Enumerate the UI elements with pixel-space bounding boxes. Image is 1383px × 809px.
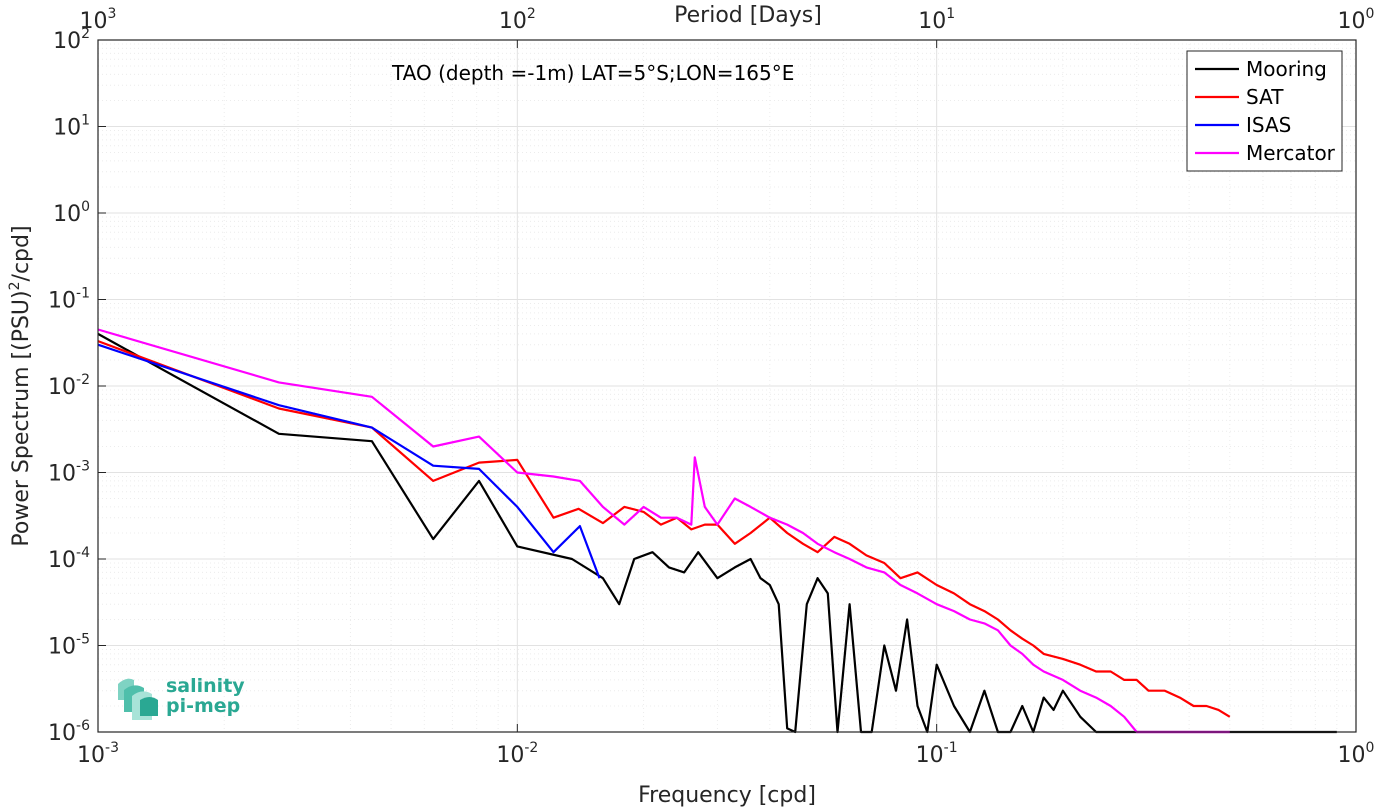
x-tick-label: 100 <box>1338 740 1375 768</box>
grid <box>97 40 1356 733</box>
y-tick-label: 10-5 <box>48 632 90 660</box>
y-tick-label: 102 <box>53 26 90 54</box>
legend-label-mercator: Mercator <box>1246 141 1336 165</box>
logo-text-line1: salinity <box>166 675 245 697</box>
y-axis-label: Power Spectrum [(PSU)2/cpd] <box>7 225 34 546</box>
top-tick-label: 102 <box>499 6 536 34</box>
series-line-isas <box>97 343 601 579</box>
legend-box <box>1186 50 1343 172</box>
legend: Mooring SAT ISAS Mercator <box>1186 50 1343 172</box>
y-tick-label: 10-3 <box>48 459 90 487</box>
x-tick-label: 10-1 <box>916 740 958 768</box>
y-tick-label: 10-6 <box>48 718 90 746</box>
y-axis-label-sup: 2 <box>7 281 23 290</box>
y-tick-label: 10-1 <box>48 286 90 314</box>
salinity-pimep-logo: salinity pi-mep <box>118 675 245 720</box>
logo-text-line2: pi-mep <box>166 695 240 717</box>
x-tick-label: 10-3 <box>77 740 119 768</box>
y-axis-label-main: Power Spectrum [(PSU) <box>9 290 34 546</box>
x-tick-label: 10-2 <box>496 740 538 768</box>
label-layer: Frequency [cpd] Period [Days] Power Spec… <box>7 3 822 808</box>
y-tick-label: 101 <box>53 113 90 141</box>
top-tick-label: 100 <box>1338 6 1375 34</box>
top-axis-label: Period [Days] <box>674 3 822 28</box>
legend-label-sat: SAT <box>1246 85 1284 109</box>
top-tick-label: 103 <box>80 6 117 34</box>
y-tick-label: 100 <box>53 199 90 227</box>
x-axis-label: Frequency [cpd] <box>638 783 816 808</box>
series-line-sat <box>97 340 1231 718</box>
logo-waves-icon <box>118 678 158 720</box>
series-line-mercator <box>97 328 1230 734</box>
chart-annotation: TAO (depth =-1m) LAT=5°S;LON=165°E <box>391 61 794 85</box>
y-tick-label: 10-4 <box>48 545 90 573</box>
legend-label-mooring: Mooring <box>1246 57 1327 81</box>
y-tick-label: 10-2 <box>48 372 90 400</box>
y-axis-label-end: /cpd] <box>9 225 34 281</box>
top-tick-label: 101 <box>918 6 955 34</box>
legend-label-isas: ISAS <box>1246 113 1291 137</box>
